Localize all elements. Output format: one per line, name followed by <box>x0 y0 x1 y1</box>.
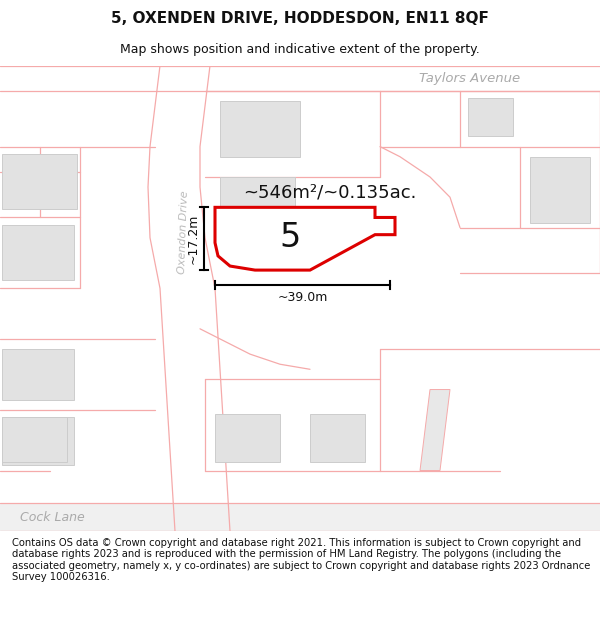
Text: Contains OS data © Crown copyright and database right 2021. This information is : Contains OS data © Crown copyright and d… <box>12 538 590 582</box>
Bar <box>310 414 365 462</box>
Bar <box>220 101 300 157</box>
Bar <box>2 417 67 462</box>
Polygon shape <box>420 389 450 471</box>
Bar <box>468 98 513 136</box>
Text: Map shows position and indicative extent of the property.: Map shows position and indicative extent… <box>120 44 480 56</box>
Text: ~546m²/~0.135ac.: ~546m²/~0.135ac. <box>244 183 416 201</box>
Polygon shape <box>0 66 600 91</box>
Text: ~39.0m: ~39.0m <box>277 291 328 304</box>
Bar <box>2 349 74 399</box>
Bar <box>530 157 590 222</box>
Bar <box>215 414 280 462</box>
Text: ~17.2m: ~17.2m <box>187 214 199 264</box>
Text: Taylors Avenue: Taylors Avenue <box>419 72 521 85</box>
Text: Oxendon Drive: Oxendon Drive <box>176 191 190 274</box>
Text: 5, OXENDEN DRIVE, HODDESDON, EN11 8QF: 5, OXENDEN DRIVE, HODDESDON, EN11 8QF <box>111 11 489 26</box>
Bar <box>2 154 77 209</box>
Bar <box>220 177 295 232</box>
Bar <box>2 224 74 280</box>
Bar <box>2 417 74 466</box>
Polygon shape <box>0 503 600 531</box>
Text: Cock Lane: Cock Lane <box>20 511 85 524</box>
Text: 5: 5 <box>280 221 301 254</box>
Polygon shape <box>148 66 230 531</box>
Polygon shape <box>215 208 395 270</box>
